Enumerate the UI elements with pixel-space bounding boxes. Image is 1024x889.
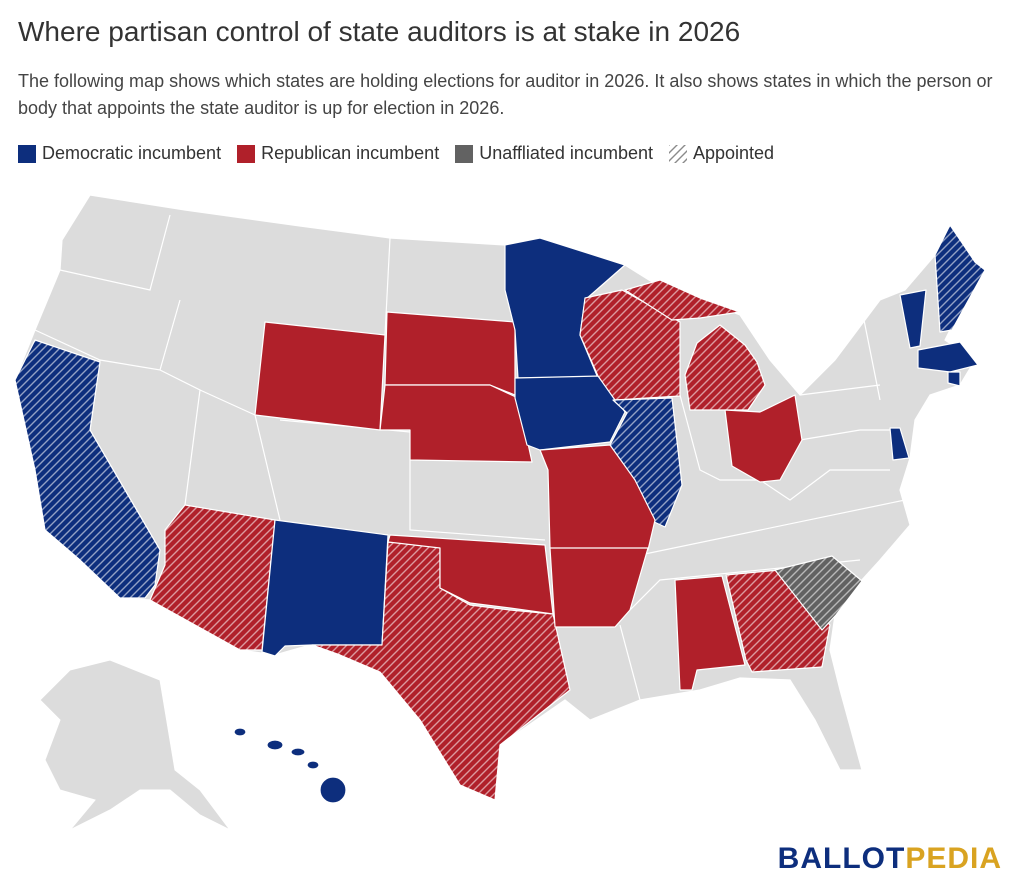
state xyxy=(774,555,863,631)
subtitle: The following map shows which states are… xyxy=(18,71,993,118)
legend-swatch xyxy=(455,144,474,163)
state xyxy=(579,289,681,401)
state xyxy=(889,427,910,461)
state xyxy=(233,727,247,737)
alaska xyxy=(39,659,231,831)
state xyxy=(266,739,284,751)
state xyxy=(254,321,386,431)
state xyxy=(674,575,746,691)
state xyxy=(899,289,927,349)
state xyxy=(934,224,986,333)
legend-swatch xyxy=(237,144,256,163)
state xyxy=(261,519,389,657)
legend-item: Republican incumbent xyxy=(237,143,439,164)
state xyxy=(319,776,347,804)
hawaii xyxy=(233,727,347,804)
state xyxy=(384,311,516,396)
legend-item: Appointed xyxy=(668,143,775,164)
state xyxy=(624,279,741,321)
legend-swatch xyxy=(668,144,687,163)
state xyxy=(379,384,533,463)
state xyxy=(549,547,649,628)
logo-text: BALLOT xyxy=(777,842,906,875)
state xyxy=(290,747,306,757)
legend-label: Republican incumbent xyxy=(261,143,440,163)
state xyxy=(539,444,656,551)
logo: BALLOTPEDIA xyxy=(778,842,1002,876)
legend: Democratic incumbent Republican incumbent… xyxy=(18,143,774,164)
state xyxy=(14,339,161,599)
state xyxy=(149,504,276,651)
state xyxy=(947,371,961,387)
legend-label: Democratic incumbent xyxy=(42,143,222,163)
legend-item: Democratic incumbent xyxy=(18,143,221,164)
legend-label: Appointed xyxy=(692,143,775,163)
state xyxy=(387,534,554,615)
legend-swatch xyxy=(18,144,36,163)
state xyxy=(311,541,571,801)
state xyxy=(306,760,320,770)
legend-item: Unaffliated incumbent xyxy=(455,143,653,164)
legend-label: Unaffliated incumbent xyxy=(479,143,653,163)
state xyxy=(724,394,803,483)
state xyxy=(917,341,979,373)
state xyxy=(684,324,766,411)
title: Where partisan control of state auditors… xyxy=(18,16,741,47)
logo-text: PEDIA xyxy=(905,842,1002,875)
